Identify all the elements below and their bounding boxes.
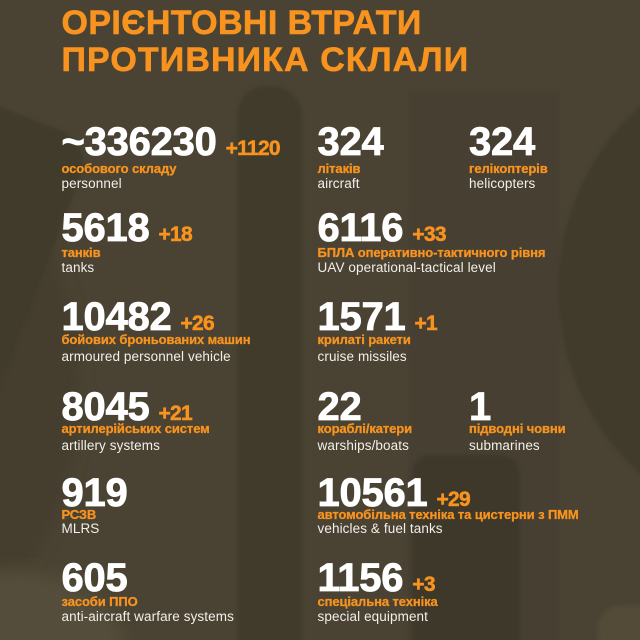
title-line-2: ПРОТИВНИКА СКЛАЛИ (61, 40, 470, 79)
stat-label-en: anti-aircraft warfare systems (61, 609, 234, 625)
stat-label-en: submarines (469, 438, 540, 454)
stat-label-en: warships/boats (317, 438, 409, 454)
left-prong-band (237, 86, 302, 640)
stat-label-ua: кораблі/катери (317, 420, 413, 436)
stat-number: 10482 (61, 295, 172, 340)
stat-mlrs: 919 РСЗВ MLRS (61, 471, 128, 536)
stat-anti-aircraft: 605 засоби ППО anti-aircraft warfare sys… (61, 556, 234, 624)
stat-label-en: helicopters (469, 175, 536, 191)
stat-aircraft: 324 літаків aircraft (317, 120, 384, 191)
stat-label-en: armoured personnel vehicle (61, 349, 231, 365)
stat-number: 22 (317, 385, 362, 430)
stat-vehicles: 10561 +29 автомобільна техніка та цистерн… (317, 471, 579, 536)
stat-helicopters: 324 гелікоптерів helicopters (469, 120, 548, 191)
right-arc-shape (558, 106, 640, 474)
stat-label-ua: гелікоптерів (469, 160, 548, 176)
stat-number: 324 (469, 120, 536, 165)
middle-prong-band (412, 455, 520, 640)
stat-label-ua: літаків (317, 160, 361, 176)
stat-label-en: UAV operational-tactical level (317, 259, 496, 275)
bottom-right-light (598, 606, 640, 640)
stat-uav: 6116 +33 БПЛА оперативно-тактичного рівня… (317, 206, 546, 275)
stat-cruise-missiles: 1571 +1 крилаті ракети cruise missiles (317, 295, 438, 364)
stat-label-en: special equipment (317, 609, 429, 625)
stat-label-ua: крилаті ракети (317, 331, 411, 347)
stat-number: 1571 (317, 295, 406, 340)
stat-delta: +33 (412, 223, 447, 247)
stat-label-ua: РСЗВ (61, 507, 97, 523)
stat-label-ua: танків (61, 244, 101, 260)
stat-label-en: personnel (61, 175, 122, 191)
stat-number: 1 (469, 385, 492, 430)
stat-label-ua: підводні човни (469, 420, 566, 436)
stat-delta: +21 (158, 402, 193, 426)
stat-warships: 22 кораблі/катери warships/boats (317, 385, 412, 453)
stat-label-en: tanks (61, 259, 95, 275)
stat-number: 1156 (317, 556, 404, 601)
stat-number: 919 (61, 471, 128, 516)
stat-label-en: aircraft (317, 175, 360, 191)
stat-number: 8045 (61, 385, 150, 430)
stat-submarines: 1 підводні човни submarines (469, 385, 566, 453)
stat-special-equipment: 1156 +3 спеціальна техніка special equipm… (317, 556, 438, 624)
stat-personnel: ~336230 +1120 особового складу personnel (61, 120, 281, 191)
stat-delta: +26 (180, 312, 215, 336)
stat-delta: +3 (412, 573, 436, 597)
stat-label-ua: автомобільна техніка та цистерни з ПММ (317, 507, 579, 523)
stat-label-en: MLRS (61, 521, 100, 537)
stat-delta: +1 (414, 312, 438, 336)
stat-delta: +18 (158, 223, 193, 247)
stat-label-en: artillery systems (61, 438, 160, 454)
stat-tanks: 5618 +18 танків tanks (61, 206, 193, 275)
stat-label-ua: БПЛА оперативно-тактичного рівня (317, 244, 546, 260)
stat-label-en: cruise missiles (317, 349, 407, 365)
stat-number: 5618 (61, 206, 150, 251)
stat-label-ua: особового складу (61, 160, 177, 176)
stat-delta: +1120 (225, 137, 281, 161)
bottom-left-light (0, 570, 124, 640)
stat-delta: +29 (436, 488, 471, 512)
title-line-1: ОРІЄНТОВНІ ВТРАТИ (61, 4, 422, 42)
stat-number: 324 (317, 120, 384, 165)
stat-label-en: vehicles & fuel tanks (317, 521, 443, 537)
stat-number: 605 (61, 556, 128, 601)
stat-number: 6116 (317, 206, 404, 251)
stat-number: 10561 (317, 471, 428, 516)
stat-artillery: 8045 +21 артилерійських систем artillery … (61, 385, 210, 453)
stat-apv: 10482 +26 бойових броньованих машин armou… (61, 295, 251, 364)
stat-label-ua: артилерійських систем (61, 420, 210, 436)
page-title: ОРІЄНТОВНІ ВТРАТИ ПРОТИВНИКА СКЛАЛИ (61, 0, 470, 79)
stat-label-ua: спеціальна техніка (317, 593, 438, 609)
stat-label-ua: засоби ППО (61, 593, 138, 609)
stat-label-ua: бойових броньованих машин (61, 331, 251, 347)
stat-number: ~336230 (61, 120, 217, 165)
